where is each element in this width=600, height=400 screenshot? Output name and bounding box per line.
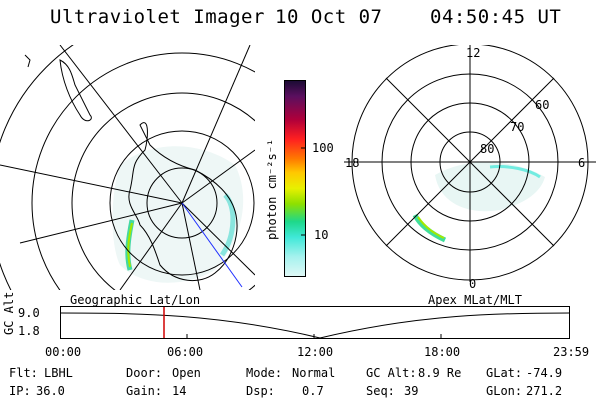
time-tick-4: 23:59: [553, 345, 590, 359]
observation-time: 04:50:45 UT: [430, 6, 562, 28]
gc-altitude-label: GC Alt:: [366, 366, 417, 380]
dsp-value: 0.7: [302, 384, 324, 398]
mlt-0-label: 0: [469, 277, 477, 291]
mlt-6-label: 6: [578, 156, 586, 170]
altitude-tick-bottom: 1.8: [18, 324, 40, 338]
altitude-tick-top: 9.0: [18, 306, 40, 320]
mlat-60-label: 60: [535, 98, 550, 112]
altitude-timeline: [60, 306, 571, 339]
altitude-axis-label: GC Alt: [2, 291, 16, 335]
ip-label: IP:: [9, 384, 31, 398]
gc-altitude-value: 8.9 Re: [418, 366, 462, 380]
colorbar-tick-100: 100: [312, 141, 334, 155]
seq-label: Seq:: [366, 384, 395, 398]
instrument-title: Ultraviolet Imager: [50, 6, 265, 28]
apex-map: [344, 45, 596, 282]
filter-label: Flt:: [9, 366, 38, 380]
ip-value: 36.0: [36, 384, 65, 398]
glon-value: 271.2: [526, 384, 563, 398]
mlt-12-label: 12: [466, 46, 481, 60]
time-tick-3: 18:00: [424, 345, 461, 359]
apex-label: Apex MLat/MLT: [428, 293, 522, 307]
colorbar-units-label: photon cm⁻²s⁻¹: [265, 138, 279, 240]
mode-value: Normal: [292, 366, 336, 380]
dsp-label: Dsp:: [246, 384, 275, 398]
mlt-18-label: 18: [345, 156, 360, 170]
time-tick-1: 06:00: [167, 345, 204, 359]
seq-value: 39: [404, 384, 419, 398]
mlat-80-label: 80: [480, 142, 495, 156]
door-value: Open: [172, 366, 201, 380]
glat-value: -74.9: [526, 366, 563, 380]
gain-value: 14: [172, 384, 187, 398]
door-label: Door:: [126, 366, 163, 380]
filter-value: LBHL: [44, 366, 73, 380]
glon-label: GLon:: [486, 384, 523, 398]
time-tick-2: 12:00: [297, 345, 334, 359]
mode-label: Mode:: [246, 366, 283, 380]
glat-label: GLat:: [486, 366, 523, 380]
geographic-map: [0, 45, 255, 290]
colorbar-tick-10: 10: [314, 228, 329, 242]
gain-label: Gain:: [126, 384, 163, 398]
mlat-70-label: 70: [510, 120, 525, 134]
colorbar: [284, 80, 306, 277]
geographic-label: Geographic Lat/Lon: [70, 293, 201, 307]
time-tick-0: 00:00: [45, 345, 82, 359]
observation-date: 10 Oct 07: [275, 6, 383, 28]
